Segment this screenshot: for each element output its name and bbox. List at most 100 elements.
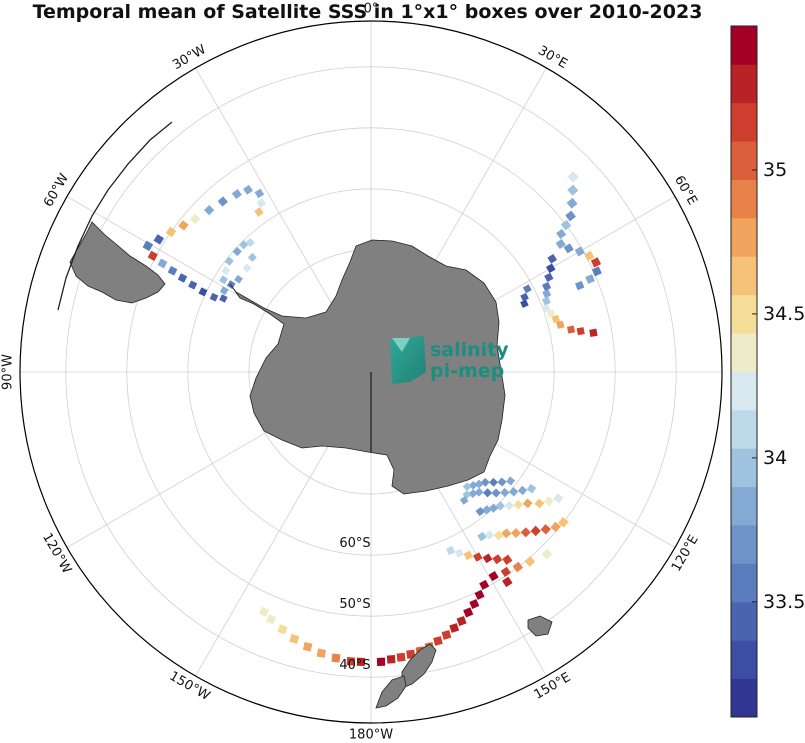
land-masses	[57, 121, 553, 709]
colorbar-tick-label: 35	[763, 159, 787, 181]
sss-cell-south-australia	[477, 531, 487, 542]
sss-cell-south-australia	[558, 517, 569, 528]
sss-cell-south-australia	[512, 561, 524, 573]
colorbar-segment	[731, 217, 757, 257]
sss-cell-south-tasman	[479, 579, 490, 590]
sss-cell-south-australia	[484, 530, 495, 540]
sss-cell-drake-loop	[242, 263, 252, 273]
sss-cell-south-australia	[474, 487, 484, 497]
meridian-label: 180°W	[349, 728, 393, 743]
sss-cell-south-australia	[524, 556, 536, 567]
south-america-coast	[57, 121, 173, 311]
sss-cell-south-australia	[530, 525, 541, 537]
sss-cell-east-indian	[556, 320, 565, 329]
colorbar-segment	[731, 486, 757, 526]
colorbar-segment	[731, 678, 757, 718]
sss-cell-south-australia	[491, 488, 501, 498]
sss-cell-east-indian	[520, 292, 529, 302]
sss-cell-east-indian	[541, 303, 551, 313]
sss-cell-drake-loop	[256, 198, 267, 208]
antarctic-peninsula	[69, 221, 166, 304]
sss-cell-south-australia	[497, 477, 507, 487]
salinity-pimep-logo: salinity pi-mep	[390, 336, 509, 384]
sss-cell-drake-loop	[219, 286, 229, 295]
antarctica	[229, 239, 506, 495]
sss-cell-south-australia	[504, 500, 515, 511]
sss-cell-east-indian	[585, 274, 595, 284]
sss-cell-south-tasman	[356, 657, 366, 667]
sss-cell-drake-loop	[219, 294, 228, 303]
sss-cell-south-tasman	[441, 630, 452, 640]
sss-cell-drake-loop	[177, 273, 188, 283]
meridian-grid-line	[195, 67, 341, 320]
sss-cell-drake-loop	[188, 280, 198, 290]
colorbar-segment	[731, 179, 757, 219]
sss-cell-drake-loop	[189, 213, 201, 225]
sss-cell-south-australia	[517, 485, 528, 496]
sss-cell-south-australia	[474, 479, 484, 489]
sss-cell-south-australia	[526, 483, 537, 494]
sss-cell-east-indian	[545, 263, 556, 274]
colorbar-segment	[731, 448, 757, 488]
sss-cell-south-australia	[520, 527, 531, 538]
sss-cell-east-indian	[542, 281, 552, 291]
sss-cell-south-australia	[482, 553, 493, 564]
sss-cell-east-indian	[547, 253, 558, 264]
sss-cell-south-tasman	[433, 636, 443, 646]
colorbar-tick-label: 33.5	[763, 591, 805, 613]
sss-cell-drake-loop	[254, 188, 265, 199]
sss-cell-east-indian	[544, 272, 554, 283]
colorbar-segment	[731, 333, 757, 372]
sss-cell-drake-loop	[153, 234, 165, 245]
sss-cell-drake-loop	[221, 265, 231, 276]
colorbar-segment	[731, 26, 757, 65]
sss-cell-south-australia	[540, 524, 551, 535]
sss-cell-south-tasman	[302, 642, 313, 652]
colorbar-segment	[731, 563, 757, 603]
sss-cell-east-indian	[542, 289, 552, 299]
sss-cell-east-indian	[542, 296, 551, 306]
sss-cell-drake-loop	[226, 280, 236, 289]
sss-cell-east-indian	[560, 219, 572, 231]
sss-cell-east-indian	[590, 257, 602, 268]
sss-cell-south-tasman	[449, 623, 460, 633]
sss-cell-south-australia	[468, 489, 478, 499]
sss-cell-south-tasman	[463, 607, 474, 618]
sss-cell-south-australia	[534, 498, 545, 509]
logo-line-2: pi-mep	[430, 360, 504, 382]
sss-cell-east-indian	[551, 314, 561, 324]
sss-cell-south-australia	[493, 530, 504, 541]
parallel-label: 40°S	[339, 658, 370, 673]
sss-cell-south-australia	[483, 488, 493, 498]
sss-cell-drake-loop	[204, 204, 215, 216]
sss-cell-south-australia	[468, 481, 478, 490]
sss-cell-east-indian	[563, 243, 574, 254]
colorbar-tick-label: 34	[763, 447, 787, 469]
sss-cell-south-australia	[480, 477, 490, 487]
sss-cell-east-indian	[591, 266, 602, 277]
sss-cell-drake-loop	[234, 274, 243, 284]
sss-cell-south-australia	[553, 493, 564, 504]
sss-cell-drake-loop	[165, 226, 177, 238]
sss-cell-east-indian	[520, 299, 529, 308]
sss-cell-south-tasman	[396, 652, 406, 662]
sss-cell-south-australia	[508, 487, 519, 497]
sss-cell-south-tasman	[386, 655, 396, 664]
sss-cell-south-tasman	[289, 634, 300, 644]
sss-cell-south-australia	[462, 482, 472, 491]
colorbar-segment	[731, 141, 757, 180]
sss-cell-south-tasman	[277, 624, 288, 635]
sss-cell-drake-loop	[243, 184, 253, 195]
sss-cell-south-australia	[492, 554, 503, 565]
sss-cell-east-indian	[567, 184, 579, 196]
sss-cell-east-indian	[576, 327, 585, 336]
sss-cell-south-tasman	[266, 614, 277, 625]
sss-cell-south-tasman	[376, 657, 386, 667]
sss-cell-south-australia	[454, 548, 464, 558]
polar-map: 0°30°E60°E90°E120°E150°E180°W150°W120°W9…	[1, 2, 723, 743]
sss-cell-drake-loop	[232, 246, 242, 257]
sss-cell-drake-loop	[167, 266, 178, 276]
sss-cell-south-tasman	[456, 616, 467, 626]
new-zealand-north	[375, 675, 407, 709]
sss-cell-south-australia	[489, 477, 499, 487]
